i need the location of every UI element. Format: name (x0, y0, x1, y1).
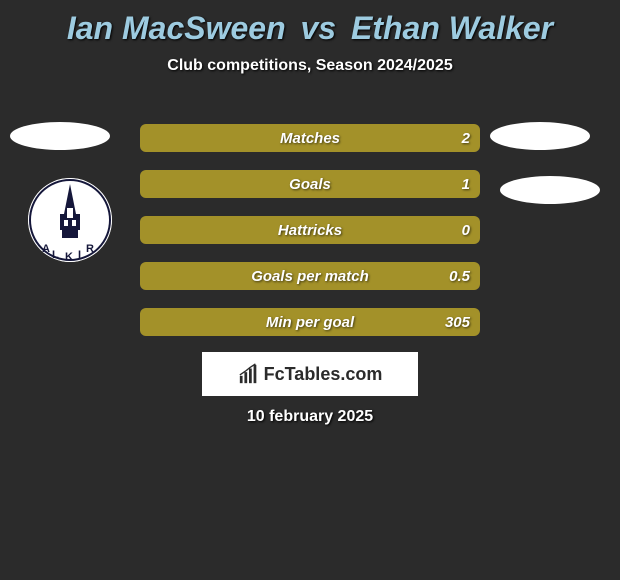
svg-text:R: R (86, 243, 94, 255)
date-text: 10 february 2025 (0, 408, 620, 426)
bars-chart-icon (238, 363, 260, 385)
stat-value-right: 0 (462, 222, 470, 239)
player2-name: Ethan Walker (351, 10, 553, 46)
fctables-logo[interactable]: FcTables.com (202, 352, 418, 396)
svg-text:A: A (42, 243, 50, 255)
fctables-label: FcTables.com (264, 364, 383, 385)
svg-text:K: K (65, 251, 73, 262)
stat-value-right: 0.5 (449, 268, 470, 285)
stat-row-hattricks: Hattricks 0 (140, 216, 480, 244)
stat-value-right: 305 (445, 314, 470, 331)
stat-name: Hattricks (278, 222, 342, 239)
vs-text: vs (301, 10, 337, 46)
stat-row-gpm: Goals per match 0.5 (140, 262, 480, 290)
subtitle: Club competitions, Season 2024/2025 (0, 57, 620, 75)
stat-value-right: 1 (462, 176, 470, 193)
stat-name: Goals per match (251, 268, 369, 285)
comparison-card: Ian MacSween vs Ethan Walker Club compet… (0, 0, 620, 580)
stat-row-mpg: Min per goal 305 (140, 308, 480, 336)
stat-row-goals: Goals 1 (140, 170, 480, 198)
falkirk-badge-icon: A L K I R (28, 178, 112, 262)
svg-text:L: L (52, 249, 59, 261)
stat-name: Min per goal (266, 314, 354, 331)
player2-club-placeholder (500, 176, 600, 204)
player1-photo-placeholder (10, 122, 110, 150)
stat-value-right: 2 (462, 130, 470, 147)
stat-name: Matches (280, 130, 340, 147)
svg-text:I: I (78, 249, 81, 261)
page-title: Ian MacSween vs Ethan Walker (0, 0, 620, 47)
player1-club-badge: A L K I R (28, 178, 112, 262)
player2-photo-placeholder (490, 122, 590, 150)
stat-row-matches: Matches 2 (140, 124, 480, 152)
player1-name: Ian MacSween (67, 10, 286, 46)
stat-name: Goals (289, 176, 331, 193)
